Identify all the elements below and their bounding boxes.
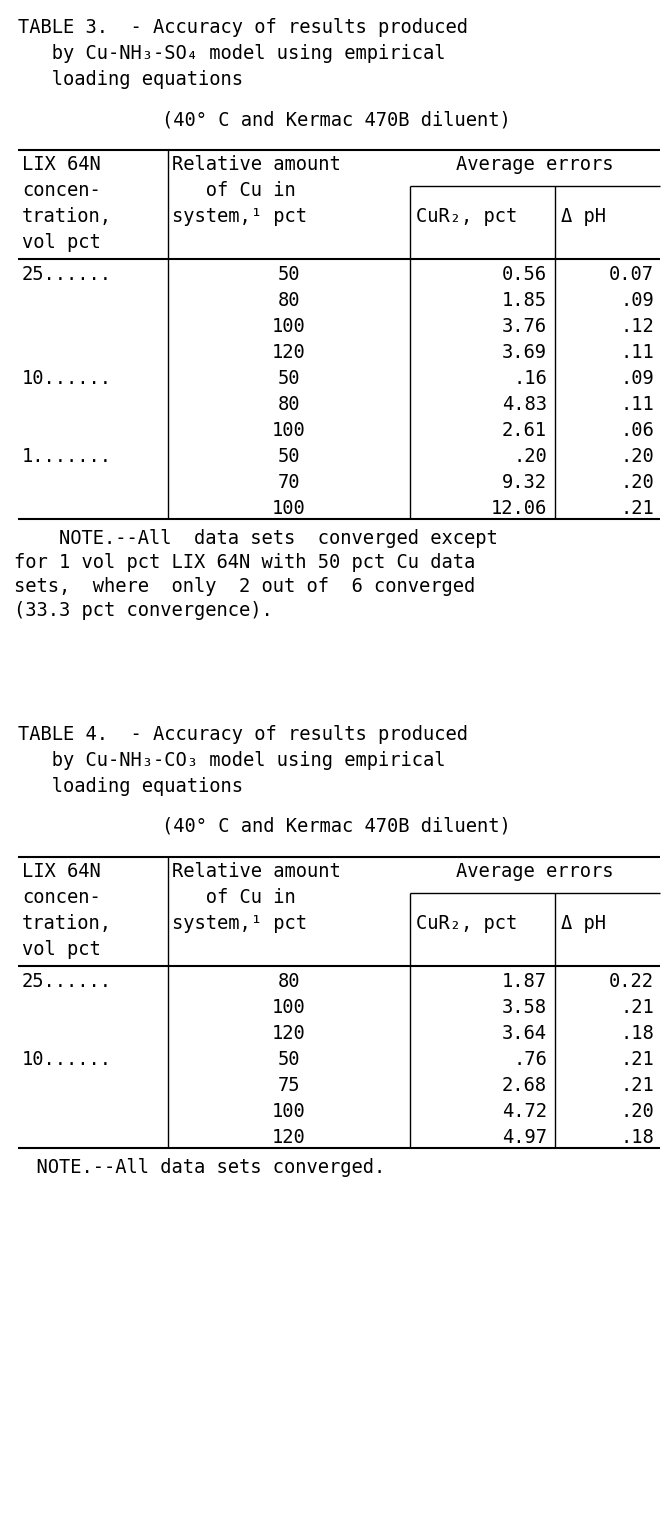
Text: .21: .21 bbox=[620, 499, 654, 517]
Text: .20: .20 bbox=[620, 1102, 654, 1122]
Text: .16: .16 bbox=[513, 368, 547, 388]
Text: loading equations: loading equations bbox=[18, 778, 243, 796]
Text: 12.06: 12.06 bbox=[491, 499, 547, 517]
Text: NOTE.--All data sets converged.: NOTE.--All data sets converged. bbox=[14, 1158, 385, 1177]
Text: 4.72: 4.72 bbox=[502, 1102, 547, 1122]
Text: .11: .11 bbox=[620, 396, 654, 414]
Text: 100: 100 bbox=[272, 1102, 306, 1122]
Text: 9.32: 9.32 bbox=[502, 473, 547, 492]
Text: TABLE 3.  - Accuracy of results produced: TABLE 3. - Accuracy of results produced bbox=[18, 18, 468, 37]
Text: 120: 120 bbox=[272, 342, 306, 362]
Text: 3.58: 3.58 bbox=[502, 998, 547, 1017]
Text: .09: .09 bbox=[620, 368, 654, 388]
Text: 50: 50 bbox=[278, 368, 300, 388]
Text: .18: .18 bbox=[620, 1128, 654, 1148]
Text: .21: .21 bbox=[620, 1076, 654, 1094]
Text: .06: .06 bbox=[620, 422, 654, 440]
Text: concen-: concen- bbox=[22, 887, 101, 907]
Text: (33.3 pct convergence).: (33.3 pct convergence). bbox=[14, 601, 273, 619]
Text: .11: .11 bbox=[620, 342, 654, 362]
Text: 100: 100 bbox=[272, 499, 306, 517]
Text: system,¹ pct: system,¹ pct bbox=[172, 207, 307, 225]
Text: CuR₂, pct: CuR₂, pct bbox=[416, 915, 517, 933]
Text: .12: .12 bbox=[620, 317, 654, 336]
Text: 0.56: 0.56 bbox=[502, 265, 547, 285]
Text: Δ pH: Δ pH bbox=[561, 207, 606, 225]
Text: for 1 vol pct LIX 64N with 50 pct Cu data: for 1 vol pct LIX 64N with 50 pct Cu dat… bbox=[14, 552, 475, 572]
Text: .20: .20 bbox=[620, 447, 654, 466]
Text: 75: 75 bbox=[278, 1076, 300, 1094]
Text: by Cu-NH₃-SO₄ model using empirical: by Cu-NH₃-SO₄ model using empirical bbox=[18, 44, 446, 62]
Text: 80: 80 bbox=[278, 973, 300, 991]
Text: sets,  where  only  2 out of  6 converged: sets, where only 2 out of 6 converged bbox=[14, 577, 475, 597]
Text: 1.......: 1....... bbox=[22, 447, 112, 466]
Text: Average errors: Average errors bbox=[456, 861, 614, 881]
Text: 3.76: 3.76 bbox=[502, 317, 547, 336]
Text: 50: 50 bbox=[278, 265, 300, 285]
Text: 10......: 10...... bbox=[22, 1050, 112, 1068]
Text: 25......: 25...... bbox=[22, 265, 112, 285]
Text: Average errors: Average errors bbox=[456, 155, 614, 174]
Text: .20: .20 bbox=[513, 447, 547, 466]
Text: concen-: concen- bbox=[22, 181, 101, 199]
Text: 120: 120 bbox=[272, 1024, 306, 1043]
Text: 25......: 25...... bbox=[22, 973, 112, 991]
Text: LIX 64N: LIX 64N bbox=[22, 861, 101, 881]
Text: vol pct: vol pct bbox=[22, 941, 101, 959]
Text: Relative amount: Relative amount bbox=[172, 155, 341, 174]
Text: TABLE 4.  - Accuracy of results produced: TABLE 4. - Accuracy of results produced bbox=[18, 724, 468, 744]
Text: 50: 50 bbox=[278, 1050, 300, 1068]
Text: (40° C and Kermac 470B diluent): (40° C and Kermac 470B diluent) bbox=[162, 110, 510, 129]
Text: 10......: 10...... bbox=[22, 368, 112, 388]
Text: 100: 100 bbox=[272, 422, 306, 440]
Text: 0.07: 0.07 bbox=[609, 265, 654, 285]
Text: 2.68: 2.68 bbox=[502, 1076, 547, 1094]
Text: NOTE.--All  data sets  converged except: NOTE.--All data sets converged except bbox=[14, 530, 498, 548]
Text: 1.85: 1.85 bbox=[502, 291, 547, 310]
Text: 80: 80 bbox=[278, 396, 300, 414]
Text: 3.69: 3.69 bbox=[502, 342, 547, 362]
Text: 1.87: 1.87 bbox=[502, 973, 547, 991]
Text: CuR₂, pct: CuR₂, pct bbox=[416, 207, 517, 225]
Text: 100: 100 bbox=[272, 998, 306, 1017]
Text: .21: .21 bbox=[620, 1050, 654, 1068]
Text: 0.22: 0.22 bbox=[609, 973, 654, 991]
Text: .20: .20 bbox=[620, 473, 654, 492]
Text: by Cu-NH₃-CO₃ model using empirical: by Cu-NH₃-CO₃ model using empirical bbox=[18, 750, 446, 770]
Text: 50: 50 bbox=[278, 447, 300, 466]
Text: vol pct: vol pct bbox=[22, 233, 101, 253]
Text: .21: .21 bbox=[620, 998, 654, 1017]
Text: of Cu in: of Cu in bbox=[172, 181, 296, 199]
Text: .76: .76 bbox=[513, 1050, 547, 1068]
Text: tration,: tration, bbox=[22, 207, 112, 225]
Text: 100: 100 bbox=[272, 317, 306, 336]
Text: 4.83: 4.83 bbox=[502, 396, 547, 414]
Text: .18: .18 bbox=[620, 1024, 654, 1043]
Text: loading equations: loading equations bbox=[18, 70, 243, 88]
Text: system,¹ pct: system,¹ pct bbox=[172, 915, 307, 933]
Text: 70: 70 bbox=[278, 473, 300, 492]
Text: 2.61: 2.61 bbox=[502, 422, 547, 440]
Text: Δ pH: Δ pH bbox=[561, 915, 606, 933]
Text: 3.64: 3.64 bbox=[502, 1024, 547, 1043]
Text: .09: .09 bbox=[620, 291, 654, 310]
Text: Relative amount: Relative amount bbox=[172, 861, 341, 881]
Text: LIX 64N: LIX 64N bbox=[22, 155, 101, 174]
Text: 120: 120 bbox=[272, 1128, 306, 1148]
Text: 80: 80 bbox=[278, 291, 300, 310]
Text: 4.97: 4.97 bbox=[502, 1128, 547, 1148]
Text: (40° C and Kermac 470B diluent): (40° C and Kermac 470B diluent) bbox=[162, 817, 510, 836]
Text: of Cu in: of Cu in bbox=[172, 887, 296, 907]
Text: tration,: tration, bbox=[22, 915, 112, 933]
